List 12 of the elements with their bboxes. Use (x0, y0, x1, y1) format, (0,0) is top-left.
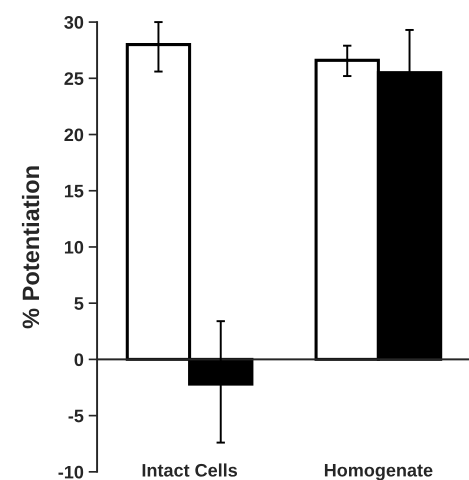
x-tick-label: Homogenate (324, 464, 432, 480)
y-tick-label: 15 (64, 184, 84, 198)
y-axis-title: % Potentiation (22, 166, 40, 328)
x-tick-label: Intact Cells (142, 463, 238, 477)
y-tick-label: 20 (64, 128, 84, 142)
y-tick-label: 0 (74, 353, 84, 366)
y-tick-label: 25 (64, 72, 84, 86)
y-tick-label: 5 (74, 297, 84, 310)
y-tick-label: 10 (64, 240, 84, 254)
y-tick-label: -10 (58, 466, 84, 479)
y-tick-label: -5 (68, 410, 84, 422)
y-tick-label: 30 (64, 16, 84, 29)
